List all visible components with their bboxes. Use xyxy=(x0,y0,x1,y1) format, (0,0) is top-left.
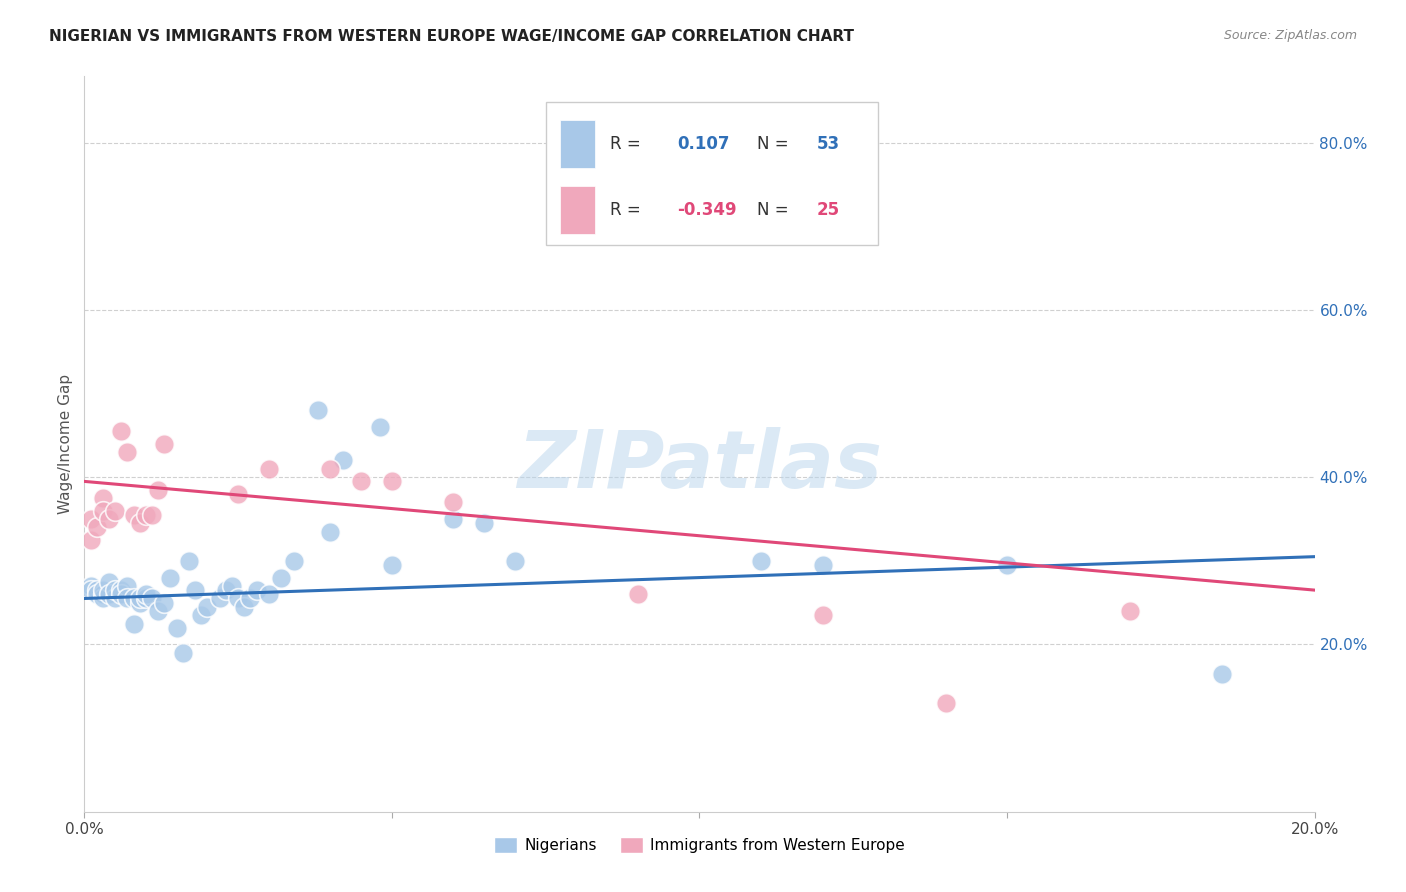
Point xyxy=(239,591,262,606)
Point xyxy=(226,487,249,501)
Point xyxy=(503,554,526,568)
Point xyxy=(319,462,342,476)
Text: N =: N = xyxy=(758,135,789,153)
Point xyxy=(79,579,101,593)
Text: R =: R = xyxy=(610,135,640,153)
Point xyxy=(811,608,834,623)
Point xyxy=(184,583,207,598)
Text: R =: R = xyxy=(610,201,640,219)
Point xyxy=(221,579,243,593)
Point xyxy=(197,599,219,614)
Point xyxy=(104,583,127,598)
Text: NIGERIAN VS IMMIGRANTS FROM WESTERN EUROPE WAGE/INCOME GAP CORRELATION CHART: NIGERIAN VS IMMIGRANTS FROM WESTERN EURO… xyxy=(49,29,855,44)
Point xyxy=(443,512,465,526)
Point xyxy=(208,591,231,606)
Point xyxy=(350,475,373,489)
Point xyxy=(79,583,101,598)
Text: N =: N = xyxy=(758,201,789,219)
Point xyxy=(177,554,200,568)
Point xyxy=(128,596,150,610)
Point xyxy=(117,579,139,593)
Point xyxy=(226,591,249,606)
Point xyxy=(91,491,114,505)
Point xyxy=(627,587,650,601)
Point xyxy=(811,558,834,572)
Point xyxy=(381,558,404,572)
Legend: Nigerians, Immigrants from Western Europe: Nigerians, Immigrants from Western Europ… xyxy=(488,831,911,859)
Point xyxy=(215,583,238,598)
FancyBboxPatch shape xyxy=(561,186,595,234)
Point xyxy=(135,591,157,606)
Point xyxy=(98,587,120,601)
Point xyxy=(79,533,101,547)
Point xyxy=(148,604,170,618)
Point xyxy=(319,524,342,539)
Point xyxy=(1119,604,1142,618)
Point xyxy=(110,424,132,438)
Point xyxy=(110,583,132,598)
Point xyxy=(104,503,127,517)
Point xyxy=(91,591,114,606)
Point xyxy=(190,608,212,623)
Point xyxy=(91,587,114,601)
Point xyxy=(122,616,145,631)
Point xyxy=(91,583,114,598)
Point xyxy=(135,508,157,522)
Point xyxy=(257,462,280,476)
Text: -0.349: -0.349 xyxy=(678,201,737,219)
Point xyxy=(159,571,181,585)
Point xyxy=(368,420,391,434)
Point xyxy=(935,696,957,710)
Point xyxy=(117,591,139,606)
Point xyxy=(86,583,108,598)
Point xyxy=(166,621,188,635)
Point xyxy=(141,508,163,522)
Text: 53: 53 xyxy=(817,135,839,153)
Point xyxy=(381,475,404,489)
Point xyxy=(128,591,150,606)
Point xyxy=(86,520,108,534)
Point xyxy=(1211,666,1233,681)
Point xyxy=(104,591,127,606)
Point xyxy=(749,554,772,568)
Point xyxy=(443,495,465,509)
Point xyxy=(307,403,329,417)
Text: ZIPatlas: ZIPatlas xyxy=(517,427,882,505)
Point xyxy=(332,453,354,467)
Point xyxy=(153,436,176,450)
Point xyxy=(472,516,495,531)
Text: 25: 25 xyxy=(817,201,839,219)
Point xyxy=(172,646,194,660)
Point xyxy=(86,587,108,601)
FancyBboxPatch shape xyxy=(561,120,595,168)
Point xyxy=(79,512,101,526)
Text: 0.107: 0.107 xyxy=(678,135,730,153)
Point xyxy=(257,587,280,601)
Point xyxy=(141,591,163,606)
Point xyxy=(91,503,114,517)
Point xyxy=(128,516,150,531)
Point xyxy=(117,445,139,459)
Point xyxy=(98,512,120,526)
Text: Source: ZipAtlas.com: Source: ZipAtlas.com xyxy=(1223,29,1357,42)
Point xyxy=(98,574,120,589)
Point xyxy=(270,571,292,585)
Y-axis label: Wage/Income Gap: Wage/Income Gap xyxy=(58,374,73,514)
Point xyxy=(122,508,145,522)
Point xyxy=(283,554,305,568)
Point xyxy=(233,599,256,614)
Point xyxy=(148,483,170,497)
Point xyxy=(246,583,269,598)
Point xyxy=(122,591,145,606)
Point xyxy=(995,558,1018,572)
FancyBboxPatch shape xyxy=(546,102,877,245)
Point xyxy=(110,587,132,601)
Point xyxy=(135,587,157,601)
Point xyxy=(153,596,176,610)
